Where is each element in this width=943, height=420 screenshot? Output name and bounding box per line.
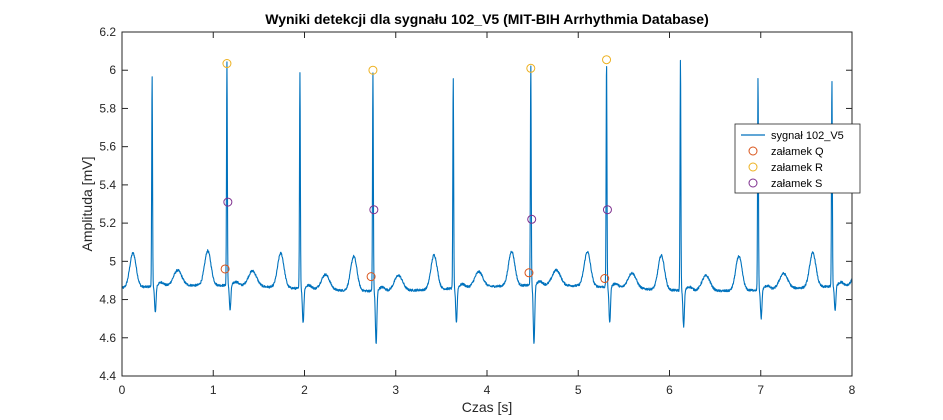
y-tick-label: 5.2 [99, 216, 116, 230]
y-tick-label: 4.8 [99, 293, 116, 307]
y-tick-label: 5 [109, 254, 116, 268]
r-wave-marker [368, 65, 378, 75]
legend-marker-swatch [748, 178, 758, 188]
marker-layer [220, 55, 612, 284]
legend-entry-label: sygnał 102_V5 [771, 130, 844, 142]
x-tick-label: 3 [392, 383, 399, 397]
plot-area [122, 32, 852, 376]
x-tick-label: 8 [849, 383, 856, 397]
legend-entry-label: załamek S [771, 178, 822, 190]
y-tick-label: 6.2 [99, 25, 116, 39]
q-wave-marker [524, 268, 534, 278]
legend: sygnał 102_V5 załamek Q załamek R załamek S [734, 123, 861, 194]
legend-entry-label: załamek R [771, 162, 823, 174]
q-wave-marker [600, 274, 610, 284]
r-wave-marker [602, 55, 612, 65]
q-wave-marker [366, 272, 376, 282]
chart-title: Wyniki detekcji dla sygnału 102_V5 (MIT-… [265, 11, 708, 27]
x-tick-label: 2 [301, 383, 308, 397]
x-tick-label: 7 [757, 383, 764, 397]
s-wave-marker [602, 205, 612, 215]
tick-layer: 0 1 2 3 4 5 6 7 8 4.4 4.6 4.8 5 5.2 5.4 5.6 5.8 6 6.2 [99, 25, 855, 397]
x-tick-label: 0 [119, 383, 126, 397]
x-tick-label: 1 [210, 383, 217, 397]
q-wave-marker [220, 264, 230, 274]
x-tick-label: 6 [666, 383, 673, 397]
x-tick-label: 4 [484, 383, 491, 397]
y-tick-label: 5.4 [99, 178, 116, 192]
legend-marker-swatch [748, 146, 758, 156]
y-tick-label: 4.6 [99, 331, 116, 345]
r-wave-marker [222, 59, 232, 69]
y-tick-label: 5.8 [99, 101, 116, 115]
s-wave-marker [527, 214, 537, 224]
legend-marker-swatch [748, 162, 758, 172]
data-layer [121, 59, 853, 344]
y-tick-label: 5.6 [99, 140, 116, 154]
r-wave-marker [526, 63, 536, 73]
y-tick-label: 4.4 [99, 369, 116, 383]
x-axis-label: Czas [s] [462, 399, 513, 415]
s-wave-marker [369, 205, 379, 215]
s-wave-marker [223, 197, 233, 207]
y-tick-label: 6 [109, 63, 116, 77]
y-axis-label: Amplituda [mV] [79, 157, 95, 252]
x-tick-label: 5 [575, 383, 582, 397]
legend-entry-label: załamek Q [771, 146, 824, 158]
signal-line [121, 59, 853, 344]
